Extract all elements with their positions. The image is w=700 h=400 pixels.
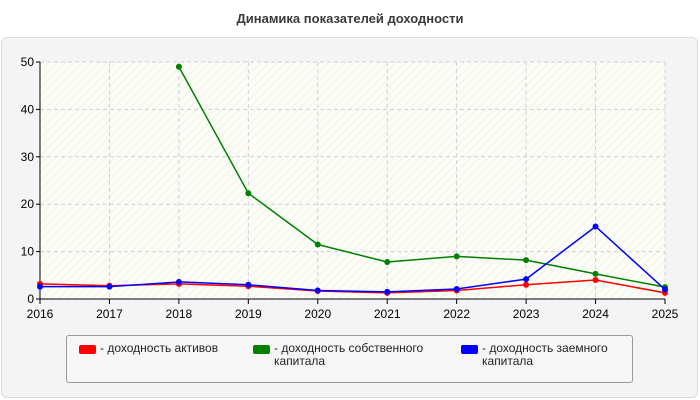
legend-label: - доходность заемного капитала <box>482 341 608 368</box>
data-point <box>175 278 182 285</box>
legend: - доходность активов - доходность собств… <box>66 335 633 383</box>
series-line <box>40 225 666 293</box>
data-point <box>384 259 391 266</box>
data-point <box>592 270 599 277</box>
data-point <box>523 276 530 283</box>
chart-title: Динамика показателей доходности <box>236 11 464 26</box>
x-tick-label: 2021 <box>374 307 401 321</box>
legend-label: - доходность активов <box>100 341 219 355</box>
axes <box>36 61 666 304</box>
legend-swatch <box>461 345 478 354</box>
y-tick-label: 0 <box>27 292 34 306</box>
data-point <box>314 287 321 294</box>
data-point <box>592 223 599 230</box>
legend-swatch <box>79 345 96 354</box>
x-tick-label: 2024 <box>582 307 609 321</box>
data-point <box>453 286 460 293</box>
series-group <box>37 63 668 296</box>
legend-label: - доходность собственного капитала <box>274 341 424 368</box>
grid-lines <box>40 61 666 299</box>
x-tick-label: 2016 <box>27 307 54 321</box>
y-tick-label: 10 <box>21 245 35 259</box>
data-point <box>662 286 668 293</box>
data-point <box>384 288 391 295</box>
y-tick-label: 30 <box>21 150 35 164</box>
data-point <box>453 253 460 260</box>
y-tick-label: 50 <box>21 55 35 69</box>
x-tick-label: 2023 <box>513 307 540 321</box>
series-line <box>178 66 666 288</box>
data-point <box>37 283 43 290</box>
x-tick-label: 2017 <box>96 307 123 321</box>
legend-swatch <box>253 345 270 354</box>
data-point <box>523 281 530 288</box>
data-point <box>245 281 252 288</box>
x-tick-label: 2022 <box>443 307 470 321</box>
tick-labels: 0 10 20 30 40 50 2016 2017 2018 2019 2020 2021 2022 2… <box>21 55 679 321</box>
x-tick-label: 2025 <box>652 307 679 321</box>
data-point <box>314 241 321 248</box>
data-point <box>106 283 113 290</box>
data-point <box>523 257 530 264</box>
data-point <box>175 63 182 70</box>
data-point <box>592 277 599 284</box>
y-tick-label: 20 <box>21 197 35 211</box>
x-tick-label: 2018 <box>166 307 193 321</box>
data-point <box>245 190 252 197</box>
y-tick-label: 40 <box>21 102 35 116</box>
series-3 <box>37 223 668 295</box>
x-tick-label: 2019 <box>235 307 262 321</box>
x-tick-label: 2020 <box>304 307 331 321</box>
